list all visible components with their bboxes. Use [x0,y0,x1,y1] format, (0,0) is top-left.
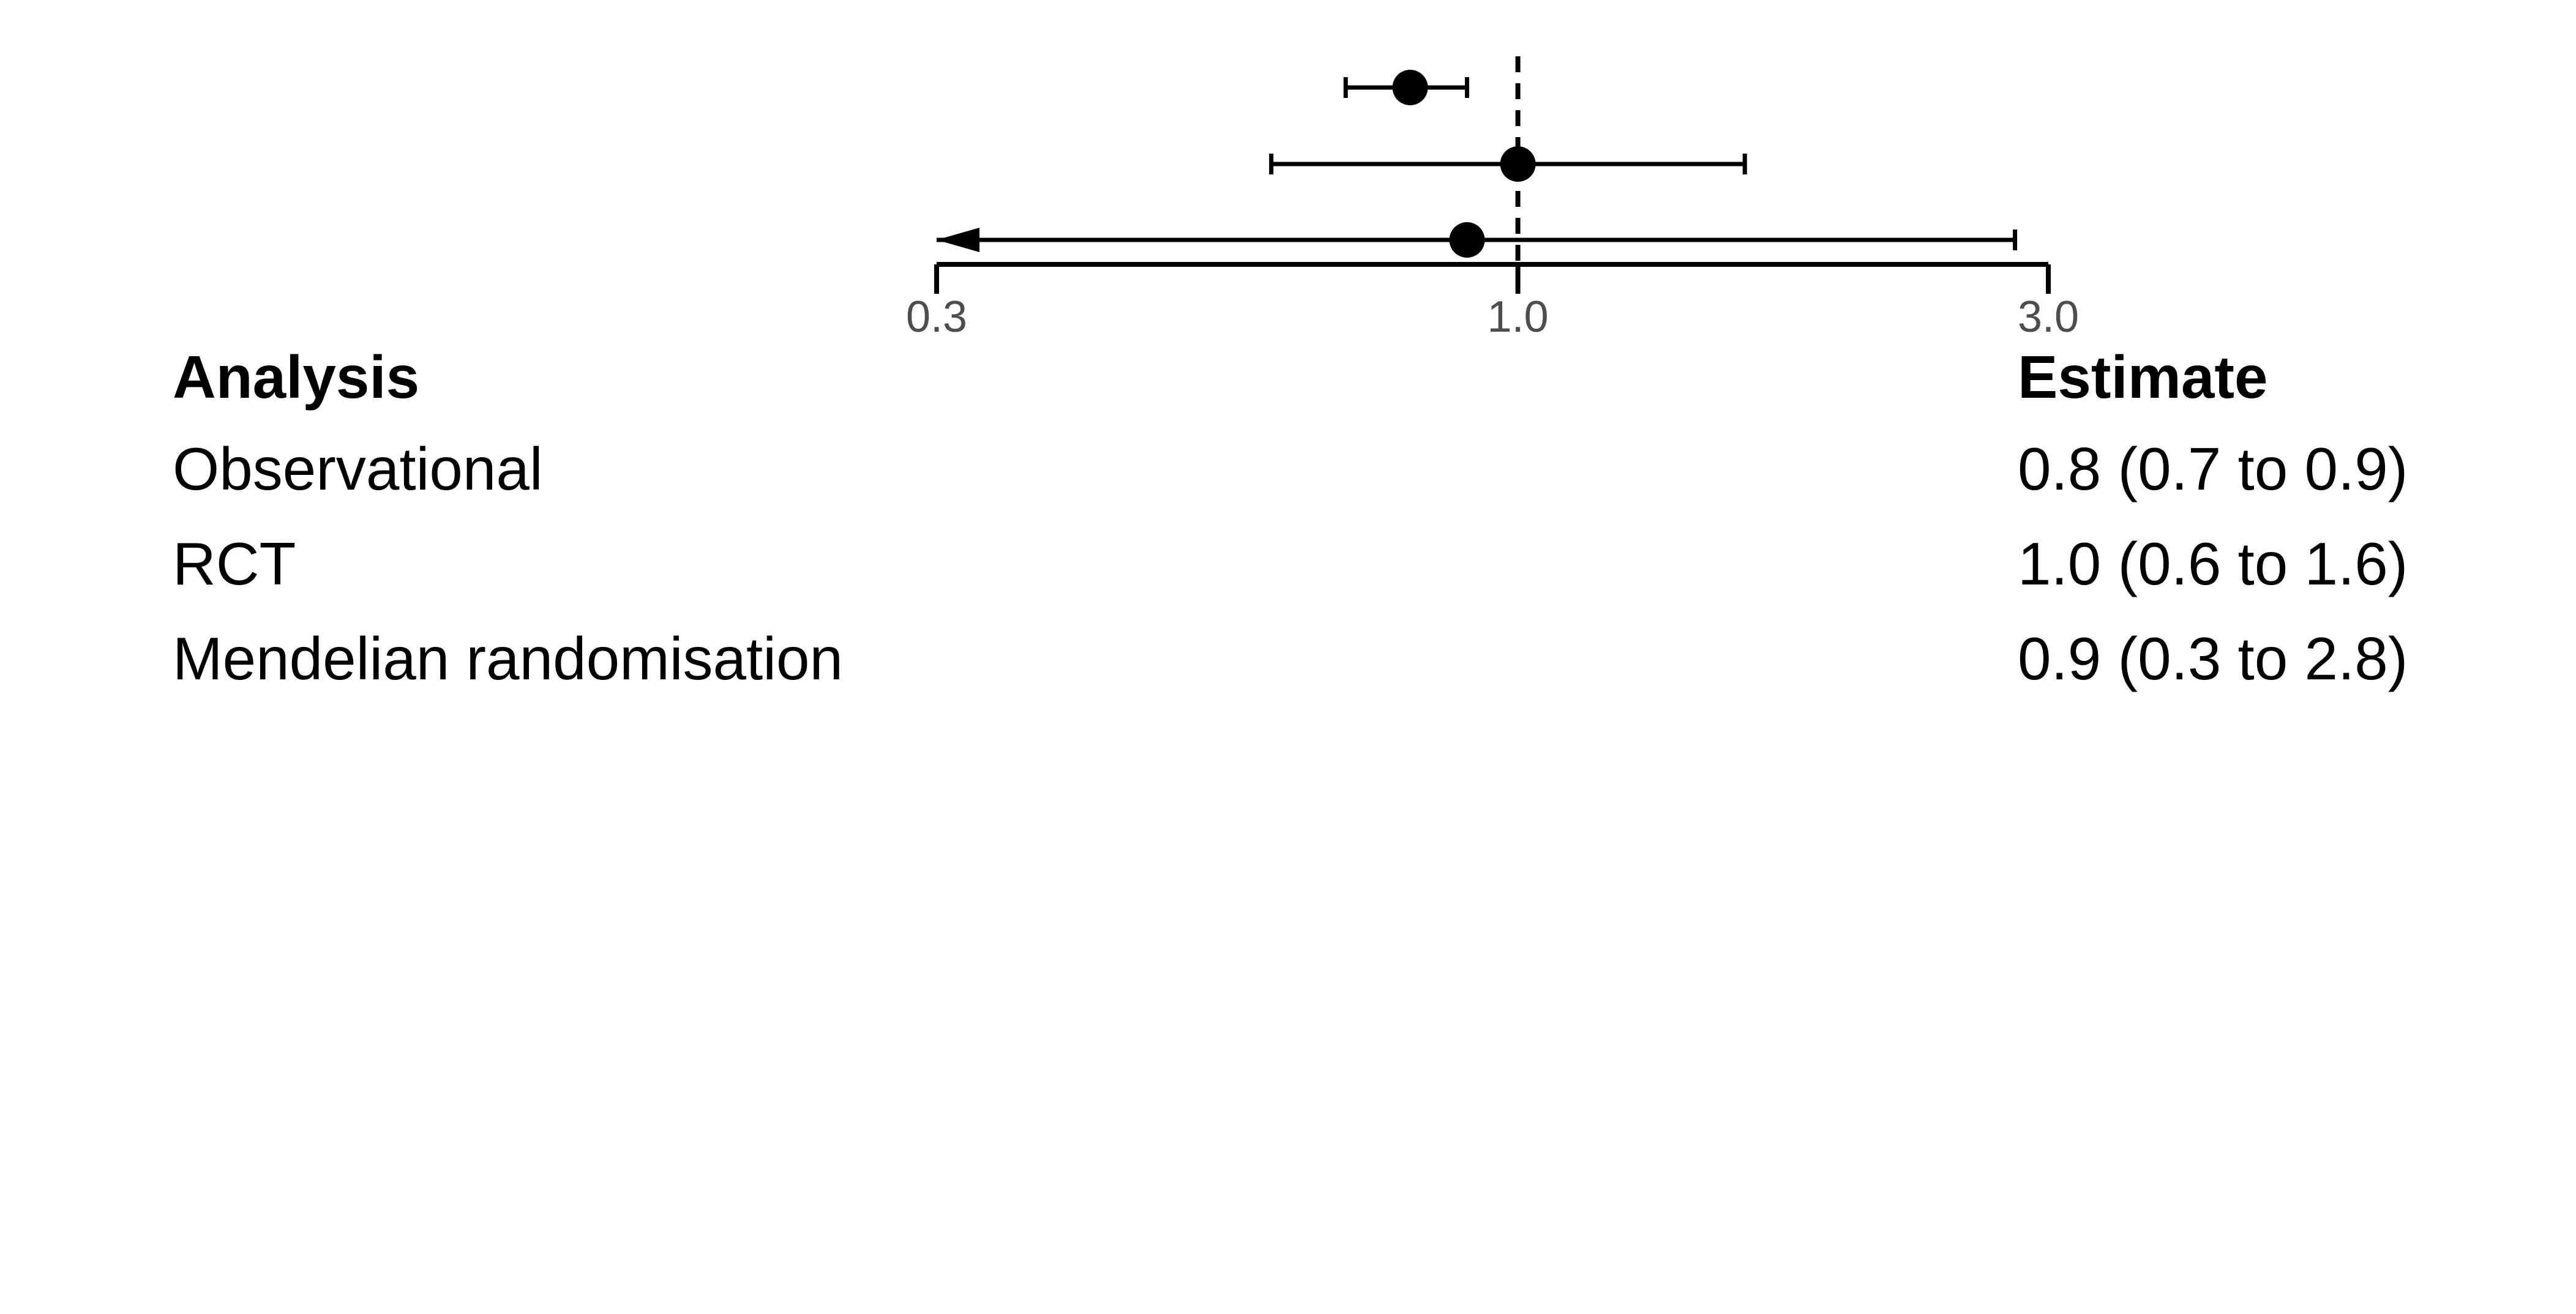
analysis-label: RCT [173,530,296,597]
point-estimate-marker [1392,70,1428,105]
x-axis: 0.3 1.0 3.0 [906,262,2079,342]
plot-area [937,56,2018,264]
estimate-column-header: Estimate [2018,343,2268,411]
estimate-value: 0.8 (0.7 to 0.9) [2018,435,2408,502]
estimate-value: 1.0 (0.6 to 1.6) [2018,530,2408,597]
truncation-arrow [937,228,979,252]
analysis-label: Observational [173,435,543,502]
analysis-label: Mendelian randomisation [173,625,843,692]
point-estimate-marker [1500,146,1536,182]
point-estimate-marker [1449,222,1485,258]
results-table: Observational 0.8 (0.7 to 0.9) RCT 1.0 (0.6… [173,435,2408,692]
estimate-value: 0.9 (0.3 to 2.8) [2018,625,2408,692]
x-tick-label: 0.3 [906,293,967,342]
analysis-column-header: Analysis [173,343,419,411]
x-tick-label: 3.0 [2018,293,2079,342]
x-tick-label: 1.0 [1488,293,1549,342]
